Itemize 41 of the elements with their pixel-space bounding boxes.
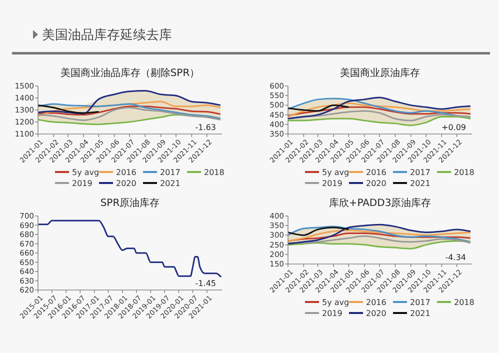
annotation: -4.34: [445, 253, 466, 262]
legend-label: 2018: [454, 168, 474, 177]
legend-label: 2017: [160, 168, 180, 177]
legend-label: 5y avg: [322, 298, 350, 307]
line-series: [37, 106, 222, 121]
chart-title: 美国商业油品库存（剔除SPR）: [60, 67, 200, 79]
line-series: [37, 90, 222, 114]
legend-label: 2019: [322, 308, 342, 318]
annotation: -1.63: [195, 123, 216, 132]
annotation: +0.09: [441, 123, 466, 132]
legend-label: 2017: [410, 298, 430, 307]
line-series: [287, 235, 472, 244]
line-series: [287, 240, 472, 250]
legend-label: 2021: [160, 178, 180, 188]
chart-title: 库欣+PADD3原油库存: [328, 197, 432, 209]
legend-label: 2016: [366, 168, 386, 177]
line-series: [287, 230, 472, 242]
legend-label: 2018: [204, 168, 224, 177]
annotation: -1.45: [195, 279, 216, 288]
legend-label: 2021: [410, 178, 430, 188]
line-series: [37, 106, 222, 116]
line-series: [287, 226, 350, 236]
legend-label: 2020: [366, 308, 386, 318]
line-series: [287, 106, 472, 117]
legend-label: 2016: [366, 298, 386, 307]
legend-label: 5y avg: [322, 168, 350, 177]
line-series: [287, 102, 472, 118]
legend-label: 2019: [322, 178, 342, 188]
line-series: [37, 104, 100, 114]
legend-label: 2016: [116, 168, 136, 177]
legend-label: 2018: [454, 298, 474, 307]
chart-title: 美国商业原油库存: [340, 67, 420, 79]
legend-label: 2021: [410, 308, 430, 318]
text: 美国油品库存延续去库: [42, 27, 172, 43]
legend-label: 2020: [366, 178, 386, 188]
legend-label: 2020: [116, 178, 136, 188]
line-series: [37, 220, 222, 278]
chart-title: SPR原油库存: [100, 197, 160, 209]
legend-label: 2017: [410, 168, 430, 177]
legend-label: 2019: [72, 178, 92, 188]
legend-label: 5y avg: [72, 168, 100, 177]
